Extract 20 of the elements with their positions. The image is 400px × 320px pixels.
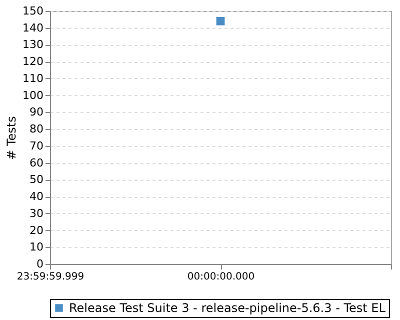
y-tick-label: 50 <box>30 173 44 186</box>
y-tick-label: 100 <box>22 88 44 102</box>
y-tick-label: 20 <box>30 224 44 237</box>
y-tick-label: 140 <box>22 21 44 34</box>
y-tick-label: 40 <box>30 190 44 204</box>
y-tick-label: 70 <box>30 139 44 152</box>
y-axis-title: # Tests <box>4 116 19 160</box>
y-tick-label: 120 <box>22 55 44 68</box>
y-tick-label: 150 <box>22 4 44 18</box>
y-tick-label: 60 <box>30 156 44 170</box>
y-tick-label: 80 <box>30 122 44 136</box>
y-tick-label: 10 <box>30 240 44 254</box>
x-tick-label: 00:00:00.000 <box>187 272 255 282</box>
y-tick-label: 90 <box>30 106 44 119</box>
y-tick-label: 30 <box>30 206 44 220</box>
y-tick-label: 130 <box>22 38 44 52</box>
y-tick-label: 0 <box>36 258 44 270</box>
x-tick-label: 23:59:59.999 <box>16 272 84 282</box>
y-tick-label: 110 <box>22 72 44 85</box>
legend-label: Release Test Suite 3 - release-pipeline-5.6.3 - Test EL <box>69 301 386 315</box>
